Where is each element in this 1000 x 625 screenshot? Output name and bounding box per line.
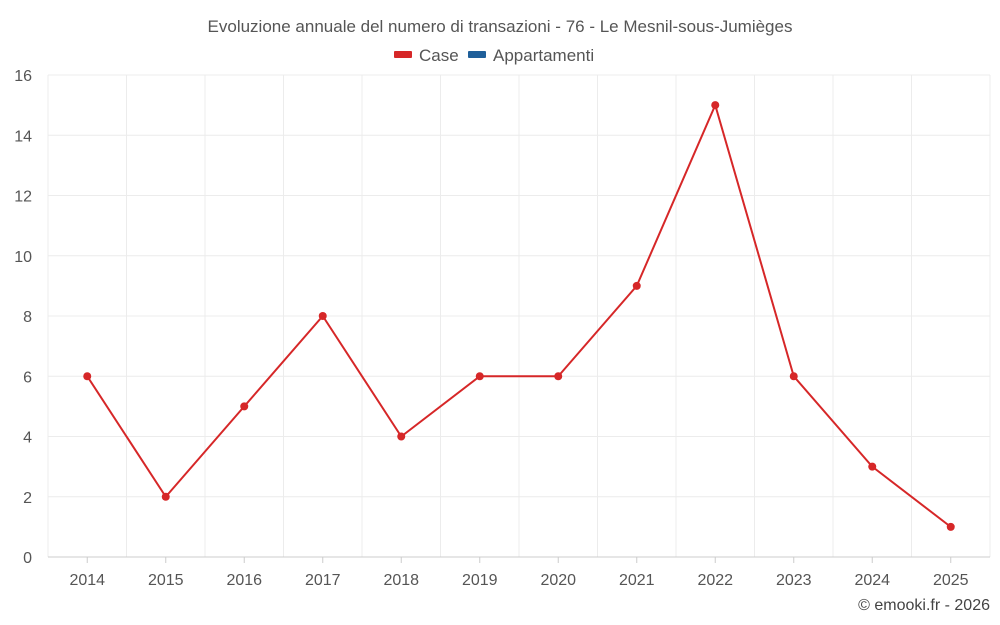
legend-swatch-appartamenti <box>468 51 486 58</box>
y-tick-label: 8 <box>23 309 32 326</box>
credit-text: © emooki.fr - 2026 <box>858 597 990 614</box>
y-tick-label: 0 <box>23 550 32 567</box>
y-tick-label: 4 <box>23 430 32 447</box>
legend-swatch-case <box>394 51 412 58</box>
grid-lines <box>47 74 991 557</box>
data-point[interactable] <box>240 402 249 411</box>
x-tick-label: 2017 <box>305 572 341 589</box>
data-point[interactable] <box>161 492 170 501</box>
data-point[interactable] <box>632 281 641 290</box>
y-tick-label: 14 <box>14 128 32 145</box>
data-point[interactable] <box>946 522 955 531</box>
x-tick-label: 2018 <box>383 572 419 589</box>
y-tick-label: 12 <box>14 189 32 206</box>
x-tick-label: 2019 <box>462 572 498 589</box>
x-tick-label: 2025 <box>933 572 969 589</box>
series-lines <box>86 104 952 528</box>
data-point[interactable] <box>711 101 720 110</box>
legend-label-appartamenti[interactable]: Appartamenti <box>493 46 594 65</box>
data-point[interactable] <box>318 312 327 320</box>
x-tick-label: 2023 <box>776 572 812 589</box>
x-tick-label: 2021 <box>619 572 655 589</box>
y-tick-label: 16 <box>14 68 32 85</box>
x-tick-label: 2020 <box>540 572 576 589</box>
data-point[interactable] <box>475 372 484 381</box>
y-tick-label: 10 <box>14 249 32 266</box>
series-points <box>83 101 955 531</box>
y-axis: 0 2 4 6 8 10 12 14 16 <box>14 68 32 567</box>
legend: Case Appartamenti <box>394 46 594 65</box>
x-tick-label: 2014 <box>69 572 105 589</box>
y-tick-label: 6 <box>23 369 32 386</box>
data-point[interactable] <box>868 462 877 471</box>
x-axis: 2014 2015 2016 2017 2018 2019 2020 2021 2022 2023… <box>69 557 969 589</box>
x-tick-label: 2016 <box>226 572 262 589</box>
x-tick-label: 2022 <box>697 572 733 589</box>
data-point[interactable] <box>83 372 92 381</box>
chart-title: Evoluzione annuale del numero di transaz… <box>208 17 793 36</box>
data-point[interactable] <box>554 372 563 381</box>
x-tick-label: 2024 <box>854 572 890 589</box>
x-tick-label: 2015 <box>148 572 184 589</box>
data-point[interactable] <box>397 432 406 441</box>
legend-label-case[interactable]: Case <box>419 46 459 65</box>
data-point[interactable] <box>789 372 798 381</box>
y-tick-label: 2 <box>23 490 32 507</box>
series-line-case <box>86 104 952 528</box>
